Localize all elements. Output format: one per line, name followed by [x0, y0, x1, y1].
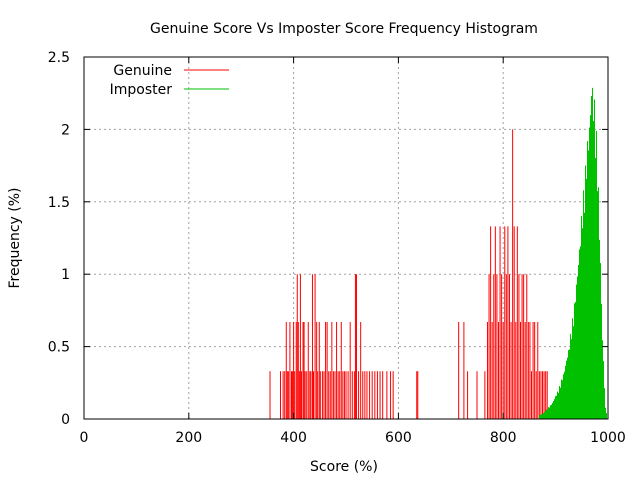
y-tick-label: 2.5	[48, 50, 70, 66]
plot-frame	[83, 56, 609, 420]
imposter-bar	[584, 165, 587, 419]
imposter-bar	[539, 414, 542, 419]
imposter-bar	[563, 365, 566, 419]
legend-label-imposter: Imposter	[110, 82, 173, 98]
axes-layer: 0 200 400 600 800 1000 0 0.5 1 1.5 2 2.5	[48, 50, 626, 446]
imposter-bar	[599, 239, 601, 419]
imposter-bar	[552, 399, 555, 419]
grid-layer	[84, 57, 608, 419]
imposter-bar	[581, 190, 584, 419]
imposter-bar	[588, 127, 590, 419]
y-tick-label: 0	[61, 412, 70, 428]
bars-layer	[269, 87, 607, 419]
imposter-bar	[568, 333, 571, 419]
imposter-bar	[596, 130, 598, 419]
imposter-bar	[555, 391, 558, 419]
y-tick-label: 1.5	[48, 195, 70, 211]
imposter-bar	[579, 246, 581, 419]
imposter-bar	[605, 407, 607, 419]
chart-title: Genuine Score Vs Imposter Score Frequenc…	[150, 21, 538, 37]
x-tick-label: 0	[80, 430, 89, 446]
imposter-bar	[547, 407, 550, 419]
x-axis-label: Score (%)	[310, 459, 378, 475]
legend: Genuine Imposter	[110, 63, 229, 98]
imposter-bar	[558, 386, 560, 419]
y-tick-label: 0.5	[48, 340, 70, 356]
imposter-bar	[602, 340, 604, 419]
imposter-bar	[545, 409, 547, 419]
imposter-bar	[576, 265, 579, 419]
x-tick-label: 600	[385, 430, 412, 446]
x-tick-label: 200	[175, 430, 202, 446]
x-tick-label: 400	[280, 430, 307, 446]
imposter-bar	[571, 318, 573, 419]
imposter-bar	[542, 411, 545, 419]
imposter-bar	[560, 379, 563, 419]
imposter-bar	[550, 404, 552, 419]
y-tick-label: 2	[61, 122, 70, 138]
imposter-bar	[566, 357, 568, 419]
y-axis-label: Frequency (%)	[7, 187, 23, 288]
x-tick-label: 800	[490, 430, 517, 446]
legend-label-genuine: Genuine	[113, 63, 172, 79]
x-tick-label: 1000	[590, 430, 626, 446]
imposter-bar	[591, 87, 593, 419]
imposter-bar	[594, 99, 596, 419]
imposter-bar	[573, 302, 576, 419]
y-tick-label: 1	[61, 267, 70, 283]
